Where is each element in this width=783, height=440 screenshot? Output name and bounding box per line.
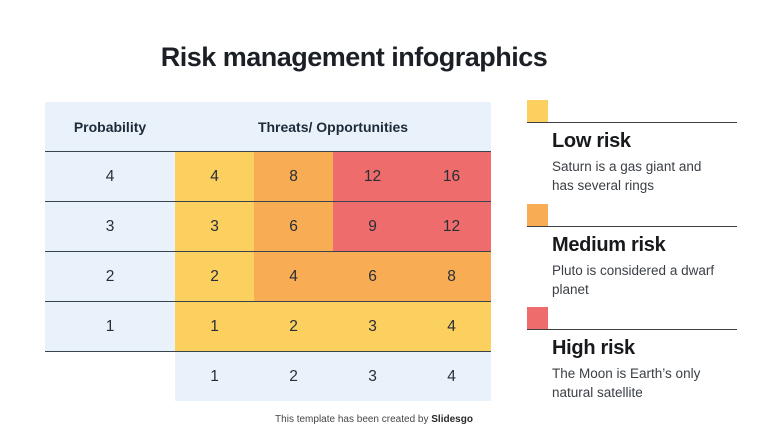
score-cell: 2 bbox=[175, 252, 254, 301]
impact-cell: 1 bbox=[175, 352, 254, 401]
score-cell: 4 bbox=[175, 152, 254, 201]
impact-scale-row: 1 2 3 4 bbox=[45, 352, 491, 401]
score-cell: 1 bbox=[175, 302, 254, 351]
score-cell: 12 bbox=[412, 202, 491, 251]
impact-cell: 4 bbox=[412, 352, 491, 401]
legend-divider-line bbox=[527, 226, 737, 227]
score-cell: 16 bbox=[412, 152, 491, 201]
score-cell: 3 bbox=[333, 302, 412, 351]
score-cell: 6 bbox=[333, 252, 412, 301]
score-cell: 12 bbox=[333, 152, 412, 201]
risk-legend: Low risk Saturn is a gas giant and has s… bbox=[527, 100, 737, 410]
legend-item-description: The Moon is Earth’s only natural satelli… bbox=[552, 364, 737, 402]
matrix-row-probability-4: 4 4 8 12 16 bbox=[45, 152, 491, 202]
legend-divider-line bbox=[527, 329, 737, 330]
column-header-threats: Threats/ Opportunities bbox=[175, 102, 491, 151]
description-line: Pluto is considered a dwarf bbox=[552, 263, 715, 278]
score-cell: 4 bbox=[254, 252, 333, 301]
legend-item-high-risk: High risk The Moon is Earth’s only natur… bbox=[527, 307, 737, 402]
description-line: Saturn is a gas giant and bbox=[552, 159, 702, 174]
medium-risk-swatch-icon bbox=[527, 204, 548, 226]
score-cell: 2 bbox=[254, 302, 333, 351]
low-risk-swatch-icon bbox=[527, 100, 548, 122]
score-cell: 8 bbox=[254, 152, 333, 201]
score-cell: 4 bbox=[412, 302, 491, 351]
description-line: has several rings bbox=[552, 178, 655, 193]
probability-cell: 1 bbox=[45, 302, 175, 351]
page-title: Risk management infographics bbox=[160, 42, 548, 72]
legend-item-medium-risk: Medium risk Pluto is considered a dwarf … bbox=[527, 204, 737, 299]
probability-cell: 4 bbox=[45, 152, 175, 201]
impact-cell: 2 bbox=[254, 352, 333, 401]
legend-item-title: High risk bbox=[552, 337, 635, 359]
impact-cell: 3 bbox=[333, 352, 412, 401]
high-risk-swatch-icon bbox=[527, 307, 548, 329]
score-cell: 8 bbox=[412, 252, 491, 301]
legend-item-low-risk: Low risk Saturn is a gas giant and has s… bbox=[527, 100, 737, 195]
probability-cell: 3 bbox=[45, 202, 175, 251]
score-cell: 3 bbox=[175, 202, 254, 251]
footer-credit-text: This template has been created by bbox=[275, 414, 429, 425]
brand-name: Slidesgo bbox=[431, 414, 473, 425]
description-line: planet bbox=[552, 282, 589, 297]
probability-cell: 2 bbox=[45, 252, 175, 301]
footer-credit: This template has been created by Slides… bbox=[275, 414, 473, 425]
score-cell: 6 bbox=[254, 202, 333, 251]
matrix-row-probability-1: 1 1 2 3 4 bbox=[45, 302, 491, 352]
legend-item-description: Saturn is a gas giant and has several ri… bbox=[552, 157, 737, 195]
legend-item-description: Pluto is considered a dwarf planet bbox=[552, 261, 737, 299]
matrix-row-probability-3: 3 3 6 9 12 bbox=[45, 202, 491, 252]
legend-item-title: Low risk bbox=[552, 130, 631, 152]
legend-divider-line bbox=[527, 122, 737, 123]
description-line: natural satellite bbox=[552, 385, 643, 400]
matrix-header-row: Probability Threats/ Opportunities bbox=[45, 102, 491, 152]
score-cell: 9 bbox=[333, 202, 412, 251]
description-line: The Moon is Earth’s only bbox=[552, 366, 701, 381]
column-header-probability: Probability bbox=[45, 102, 175, 151]
risk-matrix-table: Probability Threats/ Opportunities 4 4 8… bbox=[45, 102, 491, 401]
matrix-row-probability-2: 2 2 4 6 8 bbox=[45, 252, 491, 302]
corner-spacer bbox=[45, 352, 175, 401]
legend-item-title: Medium risk bbox=[552, 234, 666, 256]
